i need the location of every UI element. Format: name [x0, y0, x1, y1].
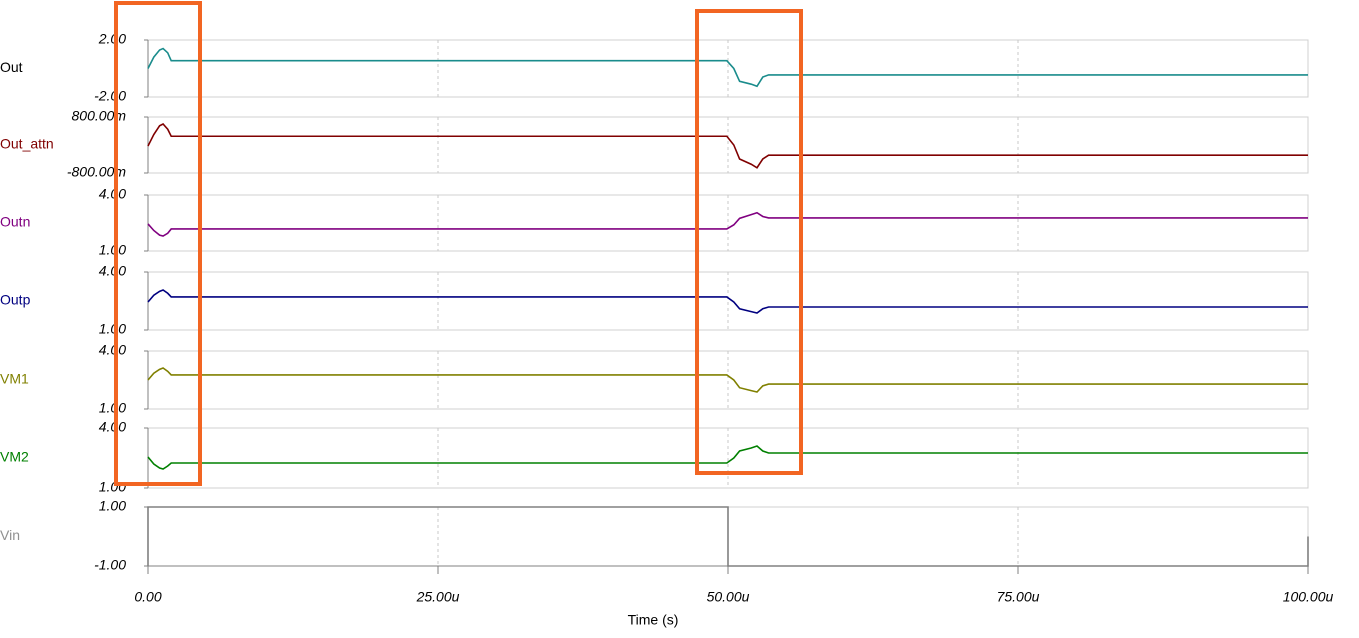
- trace-name: Vin: [0, 527, 20, 543]
- y-tick-label: 4.00: [99, 419, 126, 435]
- y-tick-label: 4.00: [99, 186, 126, 202]
- trace-name: Out: [0, 59, 23, 75]
- y-tick-label: 1.00: [99, 321, 126, 337]
- y-tick-label: 1.00: [99, 400, 126, 416]
- x-tick-label: 75.00u: [997, 589, 1040, 605]
- trace-name: Outp: [0, 292, 31, 308]
- x-tick-label: 25.00u: [416, 589, 460, 605]
- x-axis-label: Time (s): [628, 612, 679, 628]
- panels: 2.00 -2.00 Out 800.00m -800.00m Out_attn 4.00 1…: [0, 31, 1334, 628]
- trace: [147, 211, 1308, 237]
- trace: [147, 367, 1308, 393]
- highlight-box: [695, 9, 803, 475]
- trace: [147, 123, 1308, 169]
- y-tick-label: 800.00m: [72, 108, 127, 124]
- y-tick-label: -2.00: [94, 88, 126, 104]
- y-tick-label: -800.00m: [67, 164, 126, 180]
- y-tick-label: 4.00: [99, 263, 126, 279]
- trace: [147, 47, 1308, 88]
- trace: [147, 445, 1308, 470]
- highlight-box: [114, 1, 202, 486]
- trace-name: VM1: [0, 371, 29, 387]
- trace-name: Outn: [0, 214, 30, 230]
- x-tick-label: 0.00: [134, 589, 161, 605]
- y-tick-label: 1.00: [99, 242, 126, 258]
- trace: [147, 506, 1309, 567]
- x-tick-label: 100.00u: [1283, 589, 1334, 605]
- trace: [147, 289, 1308, 314]
- y-tick-label: 1.00: [99, 498, 126, 514]
- trace-name: VM2: [0, 449, 29, 465]
- y-tick-label: 1.00: [99, 479, 126, 495]
- panel-frame: [147, 39, 1309, 98]
- x-tick-label: 50.00u: [707, 589, 750, 605]
- trace-name: Out_attn: [0, 136, 54, 152]
- y-tick-label: 2.00: [98, 31, 126, 47]
- y-tick-label: -1.00: [94, 557, 126, 573]
- y-tick-label: 4.00: [99, 342, 126, 358]
